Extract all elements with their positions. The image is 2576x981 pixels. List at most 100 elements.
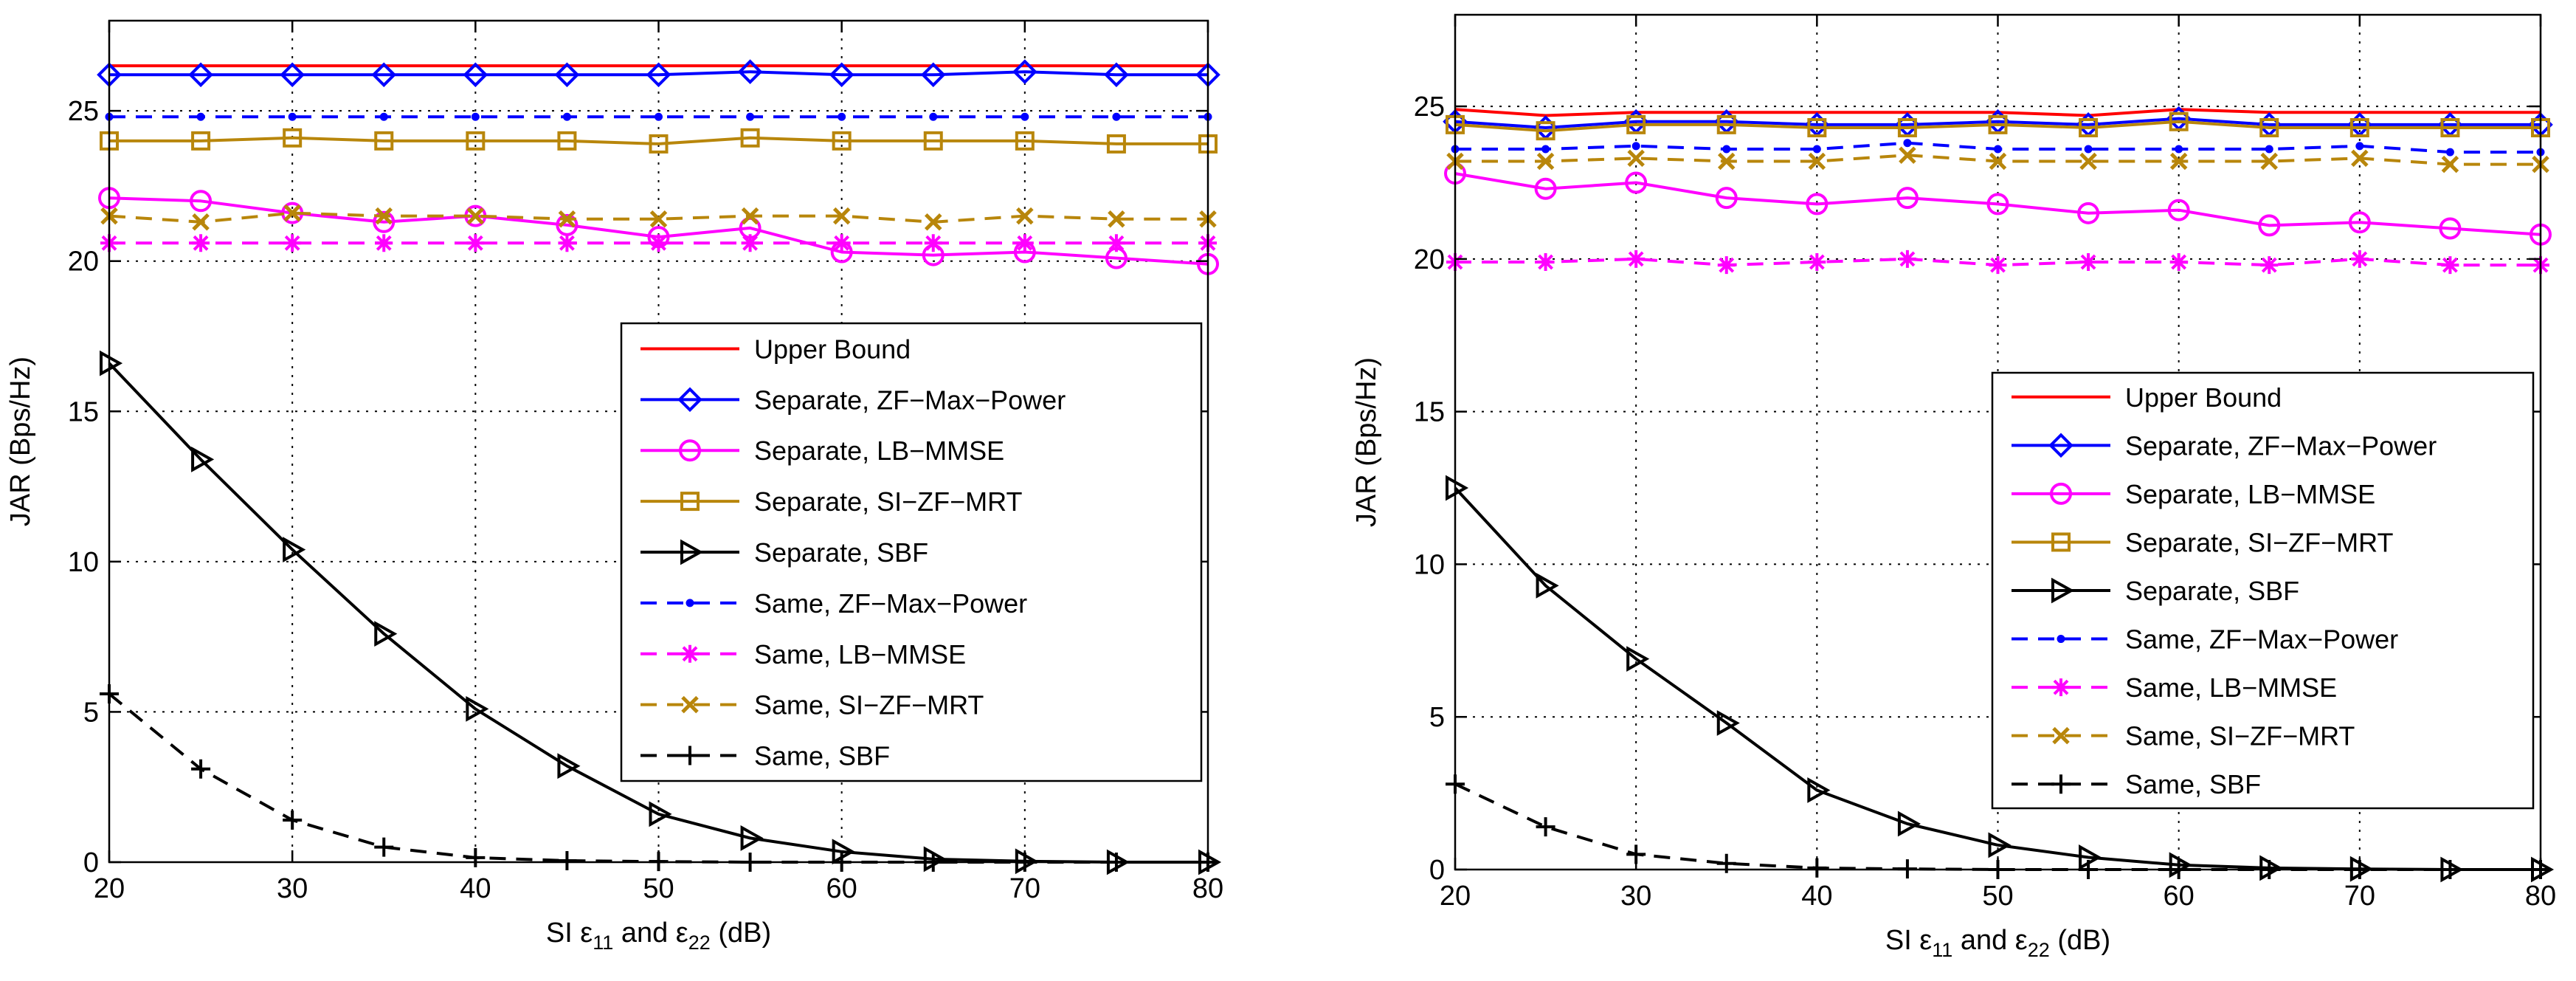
chart-left-series-7-marker	[741, 207, 759, 225]
chart-right-ytick-label: 20	[1414, 244, 1445, 275]
chart-left-series-6-marker	[649, 234, 668, 252]
chart-right-series-3-marker	[1536, 121, 1555, 141]
chart-left-xtick-label: 60	[826, 873, 857, 904]
chart-left-series-1-marker	[463, 62, 488, 88]
chart-right-series-2-marker	[1534, 177, 1557, 200]
chart-right-series-6-marker	[1536, 252, 1555, 271]
chart-right-series-3	[1446, 111, 2550, 141]
chart-right-y-axis-label: JAR (Bps/Hz)	[1351, 357, 1382, 527]
chart-left-series-5-marker	[562, 112, 571, 121]
chart-right-series-7-marker	[2351, 149, 2369, 168]
chart-left-series-6-marker	[192, 234, 210, 252]
chart-right-series-4-marker	[1807, 777, 1831, 803]
chart-right-xtick-label: 40	[1801, 881, 1832, 912]
chart-right-series-3-marker	[2259, 118, 2279, 138]
chart-left-series-5-marker	[288, 112, 297, 121]
chart-right-series-7-marker	[1808, 152, 1826, 171]
chart-right-legend-marker-4	[2051, 577, 2075, 604]
chart-left-series-4-marker	[374, 621, 398, 647]
chart-right-series-6-marker	[1717, 256, 1736, 275]
chart-right-legend-label-3: Separate, SI−ZF−MRT	[2125, 527, 2393, 557]
chart-left-series-7-marker	[649, 210, 668, 228]
chart-right-legend-marker-3	[2051, 532, 2071, 552]
chart-right-series-2-marker	[2167, 199, 2190, 221]
chart-right-xtick-label: 70	[2344, 881, 2375, 912]
chart-right-series-5	[1451, 139, 2545, 156]
chart-left-series-7-marker	[1108, 210, 1125, 228]
chart-left-series-5-marker	[929, 112, 938, 121]
chart-right-legend-label-5: Same, ZF−Max−Power	[2125, 624, 2398, 655]
chart-right-legend-label-2: Separate, LB−MMSE	[2125, 479, 2375, 509]
chart-right-series-2-marker	[2258, 214, 2281, 237]
chart-left-legend: Upper Bound Separate, ZF−Max−Power Separat…	[620, 322, 1203, 782]
chart-right-series-6-marker	[2350, 249, 2369, 268]
chart-left-series-3-line	[109, 136, 1208, 145]
chart-left-series-5-marker	[1021, 112, 1029, 121]
chart-left-legend-marker-2	[679, 439, 701, 462]
chart-left-series-5-marker	[471, 112, 480, 121]
chart-left-series-5-marker	[838, 112, 846, 121]
chart-left-series-3-marker	[923, 131, 943, 151]
chart-left-series-3-marker	[649, 134, 669, 154]
chart-left-series-1-marker	[554, 62, 580, 88]
chart-left-series-6-marker	[832, 234, 851, 252]
chart-left-series-1-marker	[737, 59, 763, 85]
chart-right-series-4-marker	[1446, 475, 1469, 501]
chart-left-xtick-label: 20	[94, 873, 125, 904]
chart-left-series-1-marker	[920, 62, 946, 88]
chart-right-series-6-marker	[1898, 249, 1916, 268]
chart-left-series-7-marker	[192, 213, 210, 231]
chart-left-ytick-label: 20	[68, 247, 99, 278]
chart-left-series-3-marker	[374, 131, 394, 151]
chart-left-series-1	[97, 59, 1220, 88]
chart-left-series-1-marker	[188, 62, 213, 88]
chart-left-series-3-marker	[466, 131, 486, 151]
chart-left-series-8-marker	[374, 837, 394, 857]
chart-right-series-7-marker	[1989, 152, 2007, 171]
chart-right-series-7-marker	[2441, 155, 2459, 173]
chart-left-series-4-marker	[191, 447, 215, 472]
chart-right-series-6-marker	[2260, 256, 2279, 275]
chart-right-series-3-marker	[1807, 118, 1827, 138]
chart-right-legend-label-8: Same, SBF	[2125, 769, 2261, 799]
chart-right-series-7-marker	[1627, 149, 1645, 168]
chart-right-legend-label-7: Same, SI−ZF−MRT	[2125, 721, 2355, 751]
chart-right-xtick-label: 60	[2164, 881, 2195, 912]
chart-right-series-5-marker	[1722, 145, 1731, 154]
chart-right-ytick-label: 0	[1429, 855, 1445, 886]
chart-left-series-4-marker	[100, 350, 123, 376]
chart-left-legend-label-5: Same, ZF−Max−Power	[754, 588, 1027, 619]
chart-left-series-5-marker	[1112, 112, 1121, 121]
chart-right-xtick-label: 80	[2525, 881, 2556, 912]
chart-left-series-7	[100, 204, 1217, 231]
chart-right-legend-label-4: Separate, SBF	[2125, 576, 2299, 606]
chart-left-xtick-label: 70	[1009, 873, 1040, 904]
chart-left-ytick-label: 5	[83, 697, 99, 728]
chart-left-series-7-marker	[924, 213, 942, 231]
chart-right-series-5-marker	[2265, 145, 2273, 154]
chart-left-series-5-marker	[746, 112, 755, 121]
chart-left-series-1-marker	[280, 62, 305, 88]
chart-right-legend-marker-5	[2057, 635, 2065, 644]
chart-left-series-3-marker	[832, 131, 852, 151]
chart-left-legend-marker-1	[677, 387, 702, 413]
chart-right-series-2-marker	[2348, 211, 2371, 234]
chart-left-legend-marker-6	[681, 644, 699, 663]
chart-right-x-axis-label: SI ε11​ and ε22​ (dB)	[1885, 925, 2110, 961]
chart-right-series-3-line	[1454, 120, 2541, 133]
chart-left-legend-label-3: Separate, SI−ZF−MRT	[754, 486, 1022, 517]
chart-right-series-4-marker	[1897, 810, 1921, 837]
chart-left-xtick-label: 80	[1192, 873, 1223, 904]
chart-left-series-1-marker	[829, 62, 854, 88]
chart-left-series-1-marker	[371, 62, 397, 88]
chart-left-series-4-marker	[740, 825, 764, 851]
chart-right-series-5-marker	[1541, 145, 1550, 154]
chart-left-series-7-marker	[466, 207, 485, 225]
chart-left-xtick-label: 30	[277, 873, 308, 904]
chart-right-series-4-marker	[1626, 646, 1650, 672]
chart-left-series-5	[105, 112, 1212, 121]
chart-right-series-1-line	[1454, 117, 2541, 129]
chart-right-series-5-marker	[2084, 145, 2093, 154]
chart-left-series-6-marker	[466, 234, 485, 252]
chart-left-xtick-label: 40	[460, 873, 491, 904]
